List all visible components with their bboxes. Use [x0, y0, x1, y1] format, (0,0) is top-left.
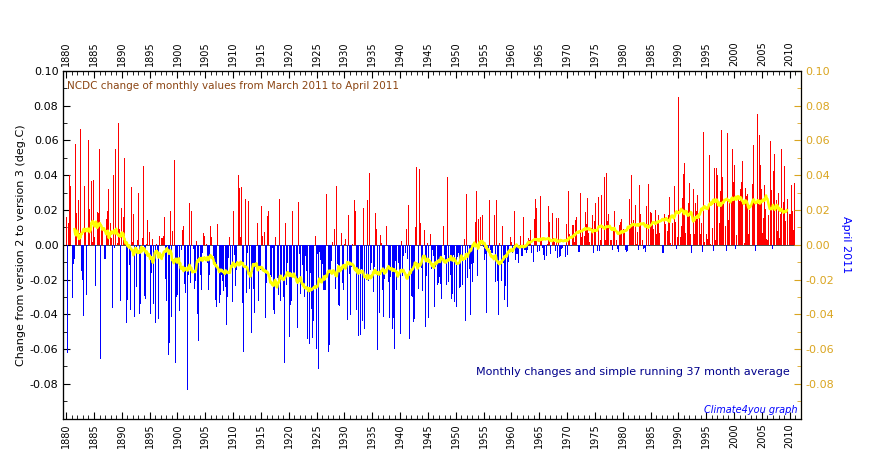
Y-axis label: April 2011: April 2011 — [841, 216, 851, 273]
Text: Climate4you graph: Climate4you graph — [704, 405, 797, 415]
Text: Monthly changes and simple running 37 month average: Monthly changes and simple running 37 mo… — [476, 367, 790, 377]
Y-axis label: Change from version 2 to version 3 (deg.C): Change from version 2 to version 3 (deg.… — [16, 124, 26, 366]
Text: NCDC change of monthly values from March 2011 to April 2011: NCDC change of monthly values from March… — [67, 81, 399, 91]
